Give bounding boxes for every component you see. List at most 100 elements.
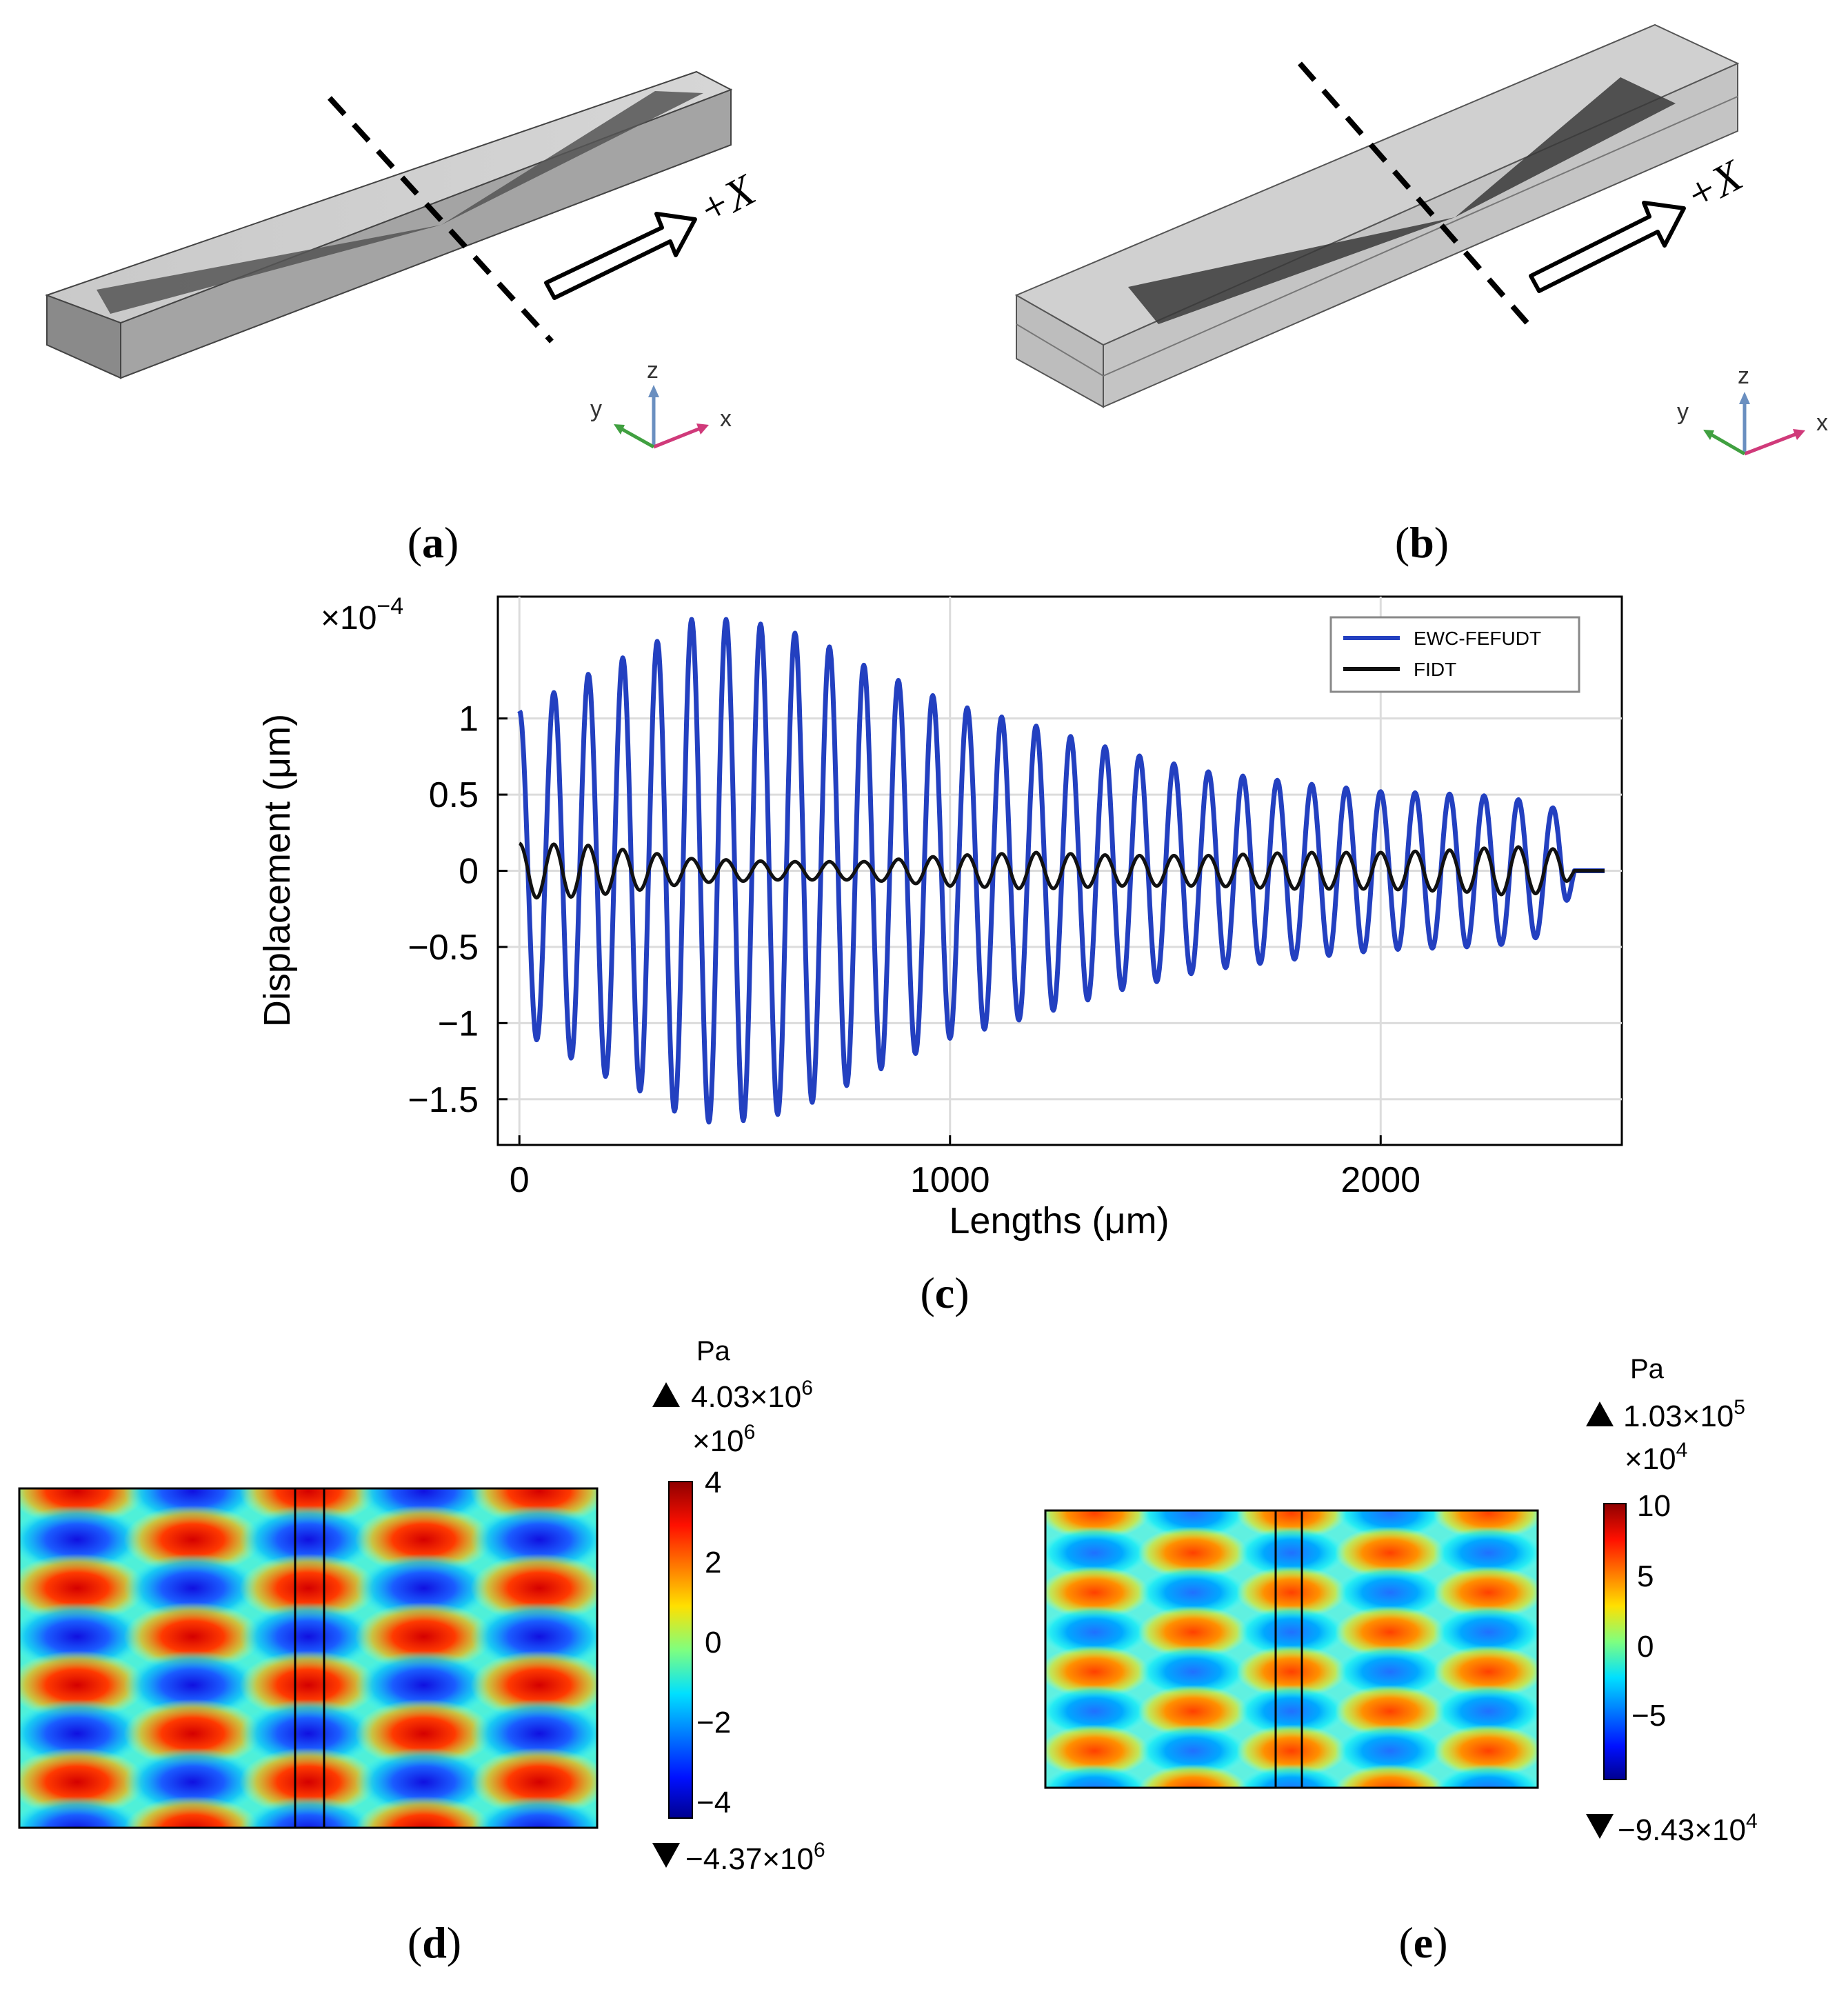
panel-b-direction-arrow	[1529, 201, 1686, 293]
panel-b-axis-x: x	[1816, 410, 1828, 436]
panel-a-axis-y: y	[590, 396, 602, 422]
field-max-blob	[1045, 1724, 1150, 1777]
caption-a: (a)	[407, 518, 459, 567]
panel-a-electrode-right	[441, 91, 703, 225]
field-max-blob	[354, 1505, 493, 1575]
field-max-blob	[1045, 1645, 1150, 1698]
field-min-blob	[239, 1699, 377, 1768]
panel-e-max: 1.03×105	[1623, 1396, 1745, 1433]
panel-e-max-marker	[1586, 1402, 1614, 1426]
field-min-blob	[239, 1796, 377, 1828]
panel-e-tick-2: 0	[1637, 1630, 1654, 1664]
field-max-blob	[1045, 1566, 1150, 1619]
field-min-blob	[470, 1796, 597, 1828]
panel-d-fieldmap: Pa 4.03×106 ×106 4 2 0 −2 −4 −4.37×106	[18, 1336, 825, 1876]
panel-e-min-marker	[1586, 1814, 1614, 1839]
panel-a-long-face	[120, 88, 732, 379]
caption-c: (c)	[920, 1268, 970, 1317]
x-axis-label: Lengths (μm)	[949, 1200, 1169, 1242]
y-tick-label: −0.5	[408, 928, 479, 968]
panel-d-max-marker	[652, 1382, 680, 1407]
field-min-blob	[239, 1505, 377, 1575]
field-min-blob	[123, 1651, 262, 1720]
panel-e-fieldmap: Pa 1.03×105 ×104 10 5 0 −5 −9.43×104	[1044, 1354, 1758, 1847]
panel-d-tick-4: −4	[696, 1786, 731, 1819]
panel-d-colorbar: Pa 4.03×106 ×106 4 2 0 −2 −4 −4.37×106	[652, 1336, 825, 1876]
panel-b-direction-label: +X	[1677, 150, 1752, 221]
field-min-blob	[1334, 1566, 1445, 1619]
y-tick-label: 1	[459, 699, 479, 739]
caption-d: (d)	[407, 1918, 462, 1967]
field-min-blob	[1334, 1645, 1445, 1698]
panel-a-axis-z: z	[647, 357, 659, 383]
panel-e-colorbar: Pa 1.03×105 ×104 10 5 0 −5 −9.43×104	[1586, 1354, 1758, 1847]
panel-d-colorbar-strip	[668, 1481, 693, 1819]
field-max-blob	[354, 1602, 493, 1671]
field-min-blob	[239, 1602, 377, 1671]
panel-d-min: −4.37×106	[685, 1839, 825, 1876]
panel-d-tick-2: 0	[705, 1626, 721, 1659]
field-min-blob	[1236, 1685, 1347, 1738]
panel-e-tick-1: 5	[1637, 1559, 1654, 1593]
field-max-blob	[1138, 1606, 1249, 1659]
legend-label-fidt: FIDT	[1414, 659, 1456, 680]
field-max-blob	[1138, 1685, 1249, 1738]
panel-a-cut-line	[328, 96, 554, 343]
panel-a-direction-label: +X	[690, 164, 765, 235]
panel-b-device: +X z x y	[1014, 23, 1828, 456]
panel-d-scale: ×106	[692, 1421, 755, 1458]
panel-a-direction-arrow	[544, 212, 697, 300]
y-multiplier: ×10−4	[321, 593, 403, 637]
field-max-blob	[239, 1747, 377, 1817]
field-max-blob	[1334, 1526, 1445, 1579]
field-min-blob	[354, 1553, 493, 1623]
field-min-blob	[1334, 1724, 1445, 1777]
field-min-blob	[1433, 1685, 1538, 1738]
field-min-blob	[1045, 1606, 1150, 1659]
x-tick-label: 1000	[910, 1160, 990, 1200]
panel-a-device: +X z x y	[45, 70, 765, 449]
y-tick-label: 0	[459, 852, 479, 892]
y-ticks: 1 0.5 0 −0.5 −1 −1.5	[408, 699, 508, 1120]
field-max-blob	[1334, 1606, 1445, 1659]
panel-b-axis-triad: z x y	[1677, 363, 1828, 456]
field-min-blob	[1236, 1764, 1347, 1788]
panel-d-min-marker	[652, 1843, 680, 1868]
field-min-blob	[1138, 1724, 1249, 1777]
panel-e-pattern	[1045, 1511, 1538, 1788]
x-ticks: 0 1000 2000	[510, 1135, 1420, 1200]
panel-b-cut-line	[1297, 61, 1537, 333]
field-min-blob	[354, 1651, 493, 1720]
field-min-blob	[1236, 1606, 1347, 1659]
panel-d-max: 4.03×106	[691, 1377, 813, 1414]
field-max-blob	[1334, 1685, 1445, 1738]
x-tick-label: 2000	[1340, 1160, 1420, 1200]
panel-e-unit: Pa	[1630, 1354, 1665, 1384]
field-min-blob	[1045, 1526, 1150, 1579]
panel-d-tick-1: 2	[705, 1546, 721, 1579]
legend: EWC-FEFUDT FIDT	[1329, 616, 1580, 693]
field-min-blob	[1434, 1764, 1538, 1788]
panel-b-axis-y: y	[1677, 399, 1689, 425]
field-max-blob	[1433, 1724, 1538, 1777]
field-min-blob	[1236, 1526, 1347, 1579]
panel-d-pattern	[19, 1488, 597, 1828]
panel-d-tick-0: 4	[705, 1466, 721, 1499]
y-axis-label: Displacement (μm)	[257, 714, 298, 1027]
field-max-blob	[123, 1796, 262, 1828]
panel-a-top-face	[45, 70, 733, 324]
panel-a-axis-triad: z x y	[590, 357, 732, 449]
x-tick-label: 0	[510, 1160, 530, 1200]
y-tick-label: −1	[438, 1004, 479, 1044]
field-min-blob	[1433, 1606, 1538, 1659]
series-group	[517, 617, 1607, 1125]
panel-b-electrode-left	[1128, 217, 1455, 324]
chart-c: 1 0.5 0 −0.5 −1 −1.5 0 1000 2000 Displacement (…	[257, 593, 1623, 1242]
panel-d-tick-3: −2	[696, 1706, 731, 1739]
field-max-blob	[354, 1796, 493, 1828]
field-min-blob	[1045, 1764, 1149, 1788]
field-max-blob	[239, 1553, 377, 1623]
y-tick-label: 0.5	[429, 775, 479, 815]
field-min-blob	[1138, 1645, 1249, 1698]
